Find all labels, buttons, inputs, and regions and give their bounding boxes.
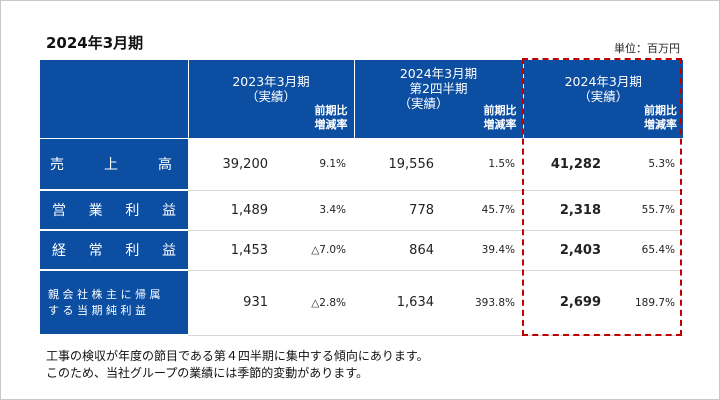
footnote: 工事の検収が年度の節目である第４四半期に集中する傾向にあります。 このため、当社…: [46, 348, 429, 382]
row-label-char: 益: [161, 243, 176, 260]
rate-cell: △2.8%: [278, 270, 354, 336]
value-cell: 1,634: [354, 270, 444, 336]
row-label-operating-income: 営 業 利 益: [40, 190, 188, 232]
rate-cell: 1.5%: [444, 138, 523, 191]
row-label-char: 高: [158, 156, 172, 173]
table-row: 売 上 高 39,200 9.1% 19,556 1.5% 41,282 5.3…: [40, 138, 683, 192]
value-cell: 2,318: [523, 190, 611, 231]
header-title-line: 2024年3月期: [564, 74, 642, 89]
footnote-line: 工事の検収が年度の節目である第４四半期に集中する傾向にあります。: [46, 349, 429, 363]
rate-cell: 45.7%: [444, 190, 523, 231]
rate-cell: 39.4%: [444, 230, 523, 271]
rate-cell: 189.7%: [611, 270, 683, 336]
table-row: 経 常 利 益 1,453 △7.0% 864 39.4% 2,403 65.4…: [40, 230, 683, 272]
header-title-line: （実績）: [245, 89, 296, 104]
unit-label: 単位：百万円: [614, 42, 680, 55]
value-cell: 2,403: [523, 230, 611, 271]
value-cell: 864: [354, 230, 444, 271]
value-cell: 2,699: [523, 270, 611, 336]
row-label-char: 益: [161, 203, 176, 220]
row-label-char: 経: [52, 243, 66, 260]
row-label-line: 親会社株主に帰属: [48, 287, 164, 301]
rate-cell: 393.8%: [444, 270, 523, 336]
row-label-char: 業: [88, 203, 103, 220]
value-cell: 19,556: [354, 138, 444, 191]
header-title-line: 2024年3月期: [399, 66, 478, 81]
row-label-net-income-attributable: 親会社株主に帰属 する当期純利益: [40, 270, 188, 336]
header-title-line: 第2四半期: [409, 81, 468, 96]
header-sub-line: 増減率: [483, 118, 517, 131]
row-label-char: 利: [125, 243, 140, 260]
row-label-char: 営: [52, 203, 66, 220]
value-cell: 1,453: [188, 230, 278, 271]
row-label-char: 売: [50, 156, 64, 173]
rate-cell: 3.4%: [278, 190, 354, 231]
rate-cell: 65.4%: [611, 230, 683, 271]
value-cell: 778: [354, 190, 444, 231]
header-col-fy2024: 2024年3月期 （実績） 前期比 増減率: [522, 60, 683, 139]
table-row: 親会社株主に帰属 する当期純利益 931 △2.8% 1,634 393.8% …: [40, 270, 683, 336]
header-sub-line: 増減率: [644, 118, 677, 131]
header-title-line: （実績）: [398, 96, 449, 111]
rate-cell: 55.7%: [611, 190, 683, 231]
rate-cell: 9.1%: [278, 138, 354, 191]
table-row: 営 業 利 益 1,489 3.4% 778 45.7% 2,318 55.7%: [40, 190, 683, 232]
page-title: 2024年3月期: [46, 34, 144, 52]
header-title-line: 2023年3月期: [232, 74, 310, 89]
rate-cell: △7.0%: [278, 230, 354, 271]
row-label-ordinary-income: 経 常 利 益: [40, 230, 188, 272]
header-title-line: （実績）: [578, 89, 629, 104]
value-cell: 41,282: [523, 138, 611, 191]
highlight-box: [522, 58, 682, 336]
row-label-char: 上: [104, 156, 118, 173]
value-cell: 1,489: [188, 190, 278, 231]
row-label-char: 利: [125, 203, 140, 220]
header-col-fy2023: 2023年3月期 （実績） 前期比 増減率: [187, 60, 354, 139]
value-cell: 931: [188, 270, 278, 336]
financial-table: 2023年3月期 （実績） 前期比 増減率 2024年3月期 第2四半期 （実績…: [40, 60, 683, 336]
rate-cell: 5.3%: [611, 138, 683, 191]
row-label-line: する当期純利益: [48, 303, 150, 317]
header-sub-line: 増減率: [314, 118, 348, 131]
header-row: 2023年3月期 （実績） 前期比 増減率 2024年3月期 第2四半期 （実績…: [40, 60, 683, 139]
footnote-line: このため、当社グループの業績には季節的変動があります。: [46, 366, 369, 380]
header-sub-line: 前期比: [483, 104, 517, 117]
header-col-fy2024-q2: 2024年3月期 第2四半期 （実績） 前期比 増減率: [353, 60, 523, 139]
header-sub-line: 前期比: [314, 104, 348, 117]
value-cell: 39,200: [188, 138, 278, 191]
row-label-char: 常: [88, 243, 103, 260]
header-sub-line: 前期比: [644, 104, 677, 117]
header-corner: [40, 60, 188, 139]
row-label-net-sales: 売 上 高: [40, 138, 188, 192]
